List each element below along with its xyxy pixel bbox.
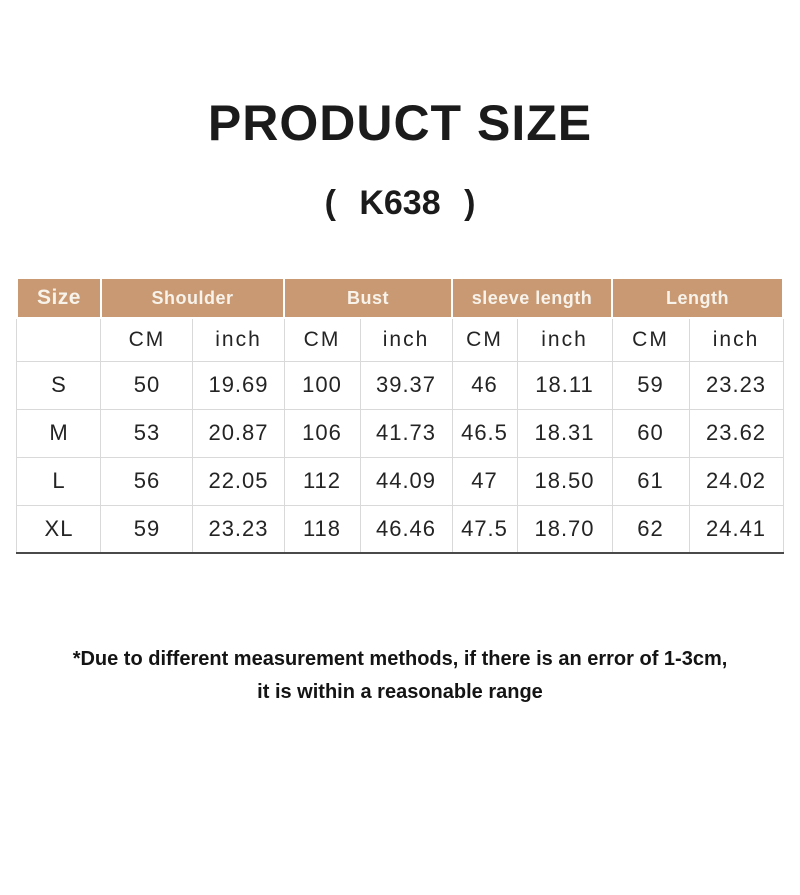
value-cell: 47.5 — [451, 504, 518, 554]
value-cell: 118 — [283, 504, 361, 554]
value-cell: 59 — [100, 504, 194, 554]
value-cell: 61 — [611, 456, 690, 506]
value-cell: 23.62 — [688, 408, 784, 458]
col-group-size: Size — [15, 277, 102, 319]
value-cell: 23.23 — [688, 360, 784, 410]
value-cell: 59 — [611, 360, 690, 410]
measurement-note-line2: it is within a reasonable range — [257, 681, 543, 703]
value-cell: 60 — [611, 408, 690, 458]
units-cell-bust-cm: CM — [283, 317, 361, 362]
value-cell: 56 — [100, 456, 194, 506]
value-cell: 41.73 — [359, 408, 453, 458]
value-cell: 106 — [283, 408, 361, 458]
size-label-cell: XL — [16, 504, 102, 554]
value-cell: 18.11 — [516, 360, 613, 410]
value-cell: 19.69 — [192, 360, 285, 410]
value-cell: 46 — [451, 360, 518, 410]
measurement-note: *Due to different measurement methods, i… — [0, 643, 800, 709]
value-cell: 18.50 — [516, 456, 613, 506]
value-cell: 46.46 — [359, 504, 453, 554]
value-cell: 112 — [283, 456, 361, 506]
value-cell: 24.02 — [688, 456, 784, 506]
units-cell-length-inch: inch — [688, 317, 784, 362]
units-cell-sleeve-cm: CM — [451, 317, 518, 362]
value-cell: 46.5 — [451, 408, 518, 458]
col-group-length: Length — [611, 277, 785, 319]
value-cell: 24.41 — [688, 504, 784, 554]
table-units-row: CM inch CM inch CM inch CM inch — [16, 317, 784, 362]
value-cell: 23.23 — [192, 504, 285, 554]
value-cell: 53 — [100, 408, 194, 458]
measurement-note-line1: *Due to different measurement methods, i… — [72, 648, 728, 670]
table-row-size-s: S 50 19.69 100 39.37 46 18.11 59 23.23 — [16, 360, 784, 410]
value-cell: 100 — [283, 360, 361, 410]
col-group-bust: Bust — [283, 277, 453, 319]
table-row-size-l: L 56 22.05 112 44.09 47 18.50 61 24.02 — [16, 456, 784, 506]
value-cell: 47 — [451, 456, 518, 506]
units-cell-bust-inch: inch — [359, 317, 453, 362]
value-cell: 18.31 — [516, 408, 613, 458]
table-row-size-xl: XL 59 23.23 118 46.46 47.5 18.70 62 24.4… — [16, 504, 784, 554]
size-label-cell: S — [16, 360, 102, 410]
value-cell: 39.37 — [359, 360, 453, 410]
size-label-cell: L — [16, 456, 102, 506]
table-row-size-m: M 53 20.87 106 41.73 46.5 18.31 60 23.62 — [16, 408, 784, 458]
units-cell-sleeve-inch: inch — [516, 317, 613, 362]
value-cell: 18.70 — [516, 504, 613, 554]
units-cell-length-cm: CM — [611, 317, 690, 362]
product-size-page: PRODUCT SIZE ( K638 ) Size Shoulder Bust… — [0, 95, 800, 709]
value-cell: 44.09 — [359, 456, 453, 506]
value-cell: 22.05 — [192, 456, 285, 506]
size-table: Size Shoulder Bust sleeve length Length … — [15, 277, 785, 554]
col-group-sleeve-length: sleeve length — [450, 277, 614, 319]
units-cell-shoulder-inch: inch — [192, 317, 285, 362]
table-group-header-row: Size Shoulder Bust sleeve length Length — [15, 277, 785, 319]
value-cell: 62 — [611, 504, 690, 554]
units-cell-shoulder-cm: CM — [100, 317, 194, 362]
page-title: PRODUCT SIZE — [207, 95, 593, 151]
value-cell: 50 — [100, 360, 194, 410]
size-label-cell: M — [16, 408, 102, 458]
col-group-shoulder: Shoulder — [99, 277, 286, 319]
value-cell: 20.87 — [192, 408, 285, 458]
product-model-code: ( K638 ) — [324, 184, 476, 222]
units-cell-empty — [16, 317, 102, 362]
